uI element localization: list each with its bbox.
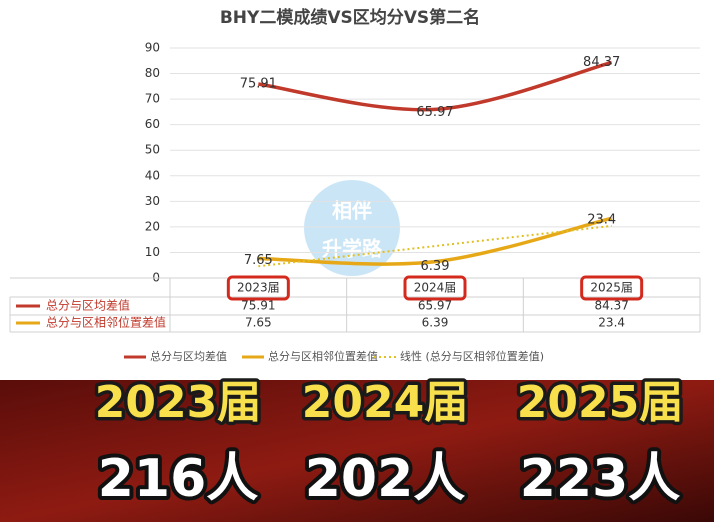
y-tick-label: 20 [145, 219, 160, 233]
table-cell: 7.65 [245, 316, 272, 330]
overlay-count: 202人 [305, 449, 466, 509]
legend-label: 线性 (总分与区相邻位置差值) [400, 349, 544, 363]
data-label: 65.97 [416, 105, 453, 120]
chart-title: BHY二模成绩VS区均分VS第二名 [220, 7, 480, 28]
table-row-label: 总分与区均差值 [46, 298, 130, 313]
overlay-count: 216人 [98, 449, 259, 509]
data-label: 6.39 [421, 259, 450, 274]
y-tick-label: 60 [145, 117, 160, 131]
legend-label: 总分与区均差值 [150, 349, 227, 363]
watermark: 升学路 [322, 237, 383, 261]
line-series [258, 60, 613, 112]
data-label: 7.65 [244, 253, 273, 268]
table-cell: 6.39 [422, 316, 449, 330]
highlight-box [226, 275, 290, 301]
data-label: 75.91 [240, 77, 277, 92]
y-tick-label: 90 [145, 41, 160, 55]
highlight-box [580, 275, 644, 301]
overlay-year: 2025届 [517, 377, 683, 428]
x-tick-label: 2023届 [237, 281, 280, 295]
overlay-bg [0, 380, 714, 522]
table-cell: 65.97 [418, 299, 452, 313]
table-cell: 75.91 [241, 299, 275, 313]
x-tick-label: 2025届 [590, 281, 633, 295]
line-series [258, 216, 613, 266]
y-tick-label: 70 [145, 92, 160, 106]
overlay-year: 2023届 [95, 377, 261, 428]
y-tick-label: 50 [145, 143, 160, 157]
y-tick-label: 30 [145, 194, 160, 208]
highlight-box [403, 275, 467, 301]
overlay-year: 2024届 [302, 377, 468, 428]
data-label: 23.4 [587, 213, 616, 228]
table-row-label: 总分与区相邻位置差值 [46, 315, 166, 330]
legend-label: 总分与区相邻位置差值 [268, 349, 378, 363]
y-tick-label: 10 [145, 245, 160, 259]
table-cell: 84.37 [594, 299, 628, 313]
table-cell: 23.4 [598, 316, 625, 330]
y-tick-label: 80 [145, 66, 160, 80]
x-tick-label: 2024届 [414, 281, 457, 295]
data-label: 84.37 [583, 55, 620, 70]
y-tick-label: 40 [145, 168, 160, 182]
watermark: 相伴 [332, 199, 372, 223]
overlay-count: 223人 [520, 449, 681, 509]
